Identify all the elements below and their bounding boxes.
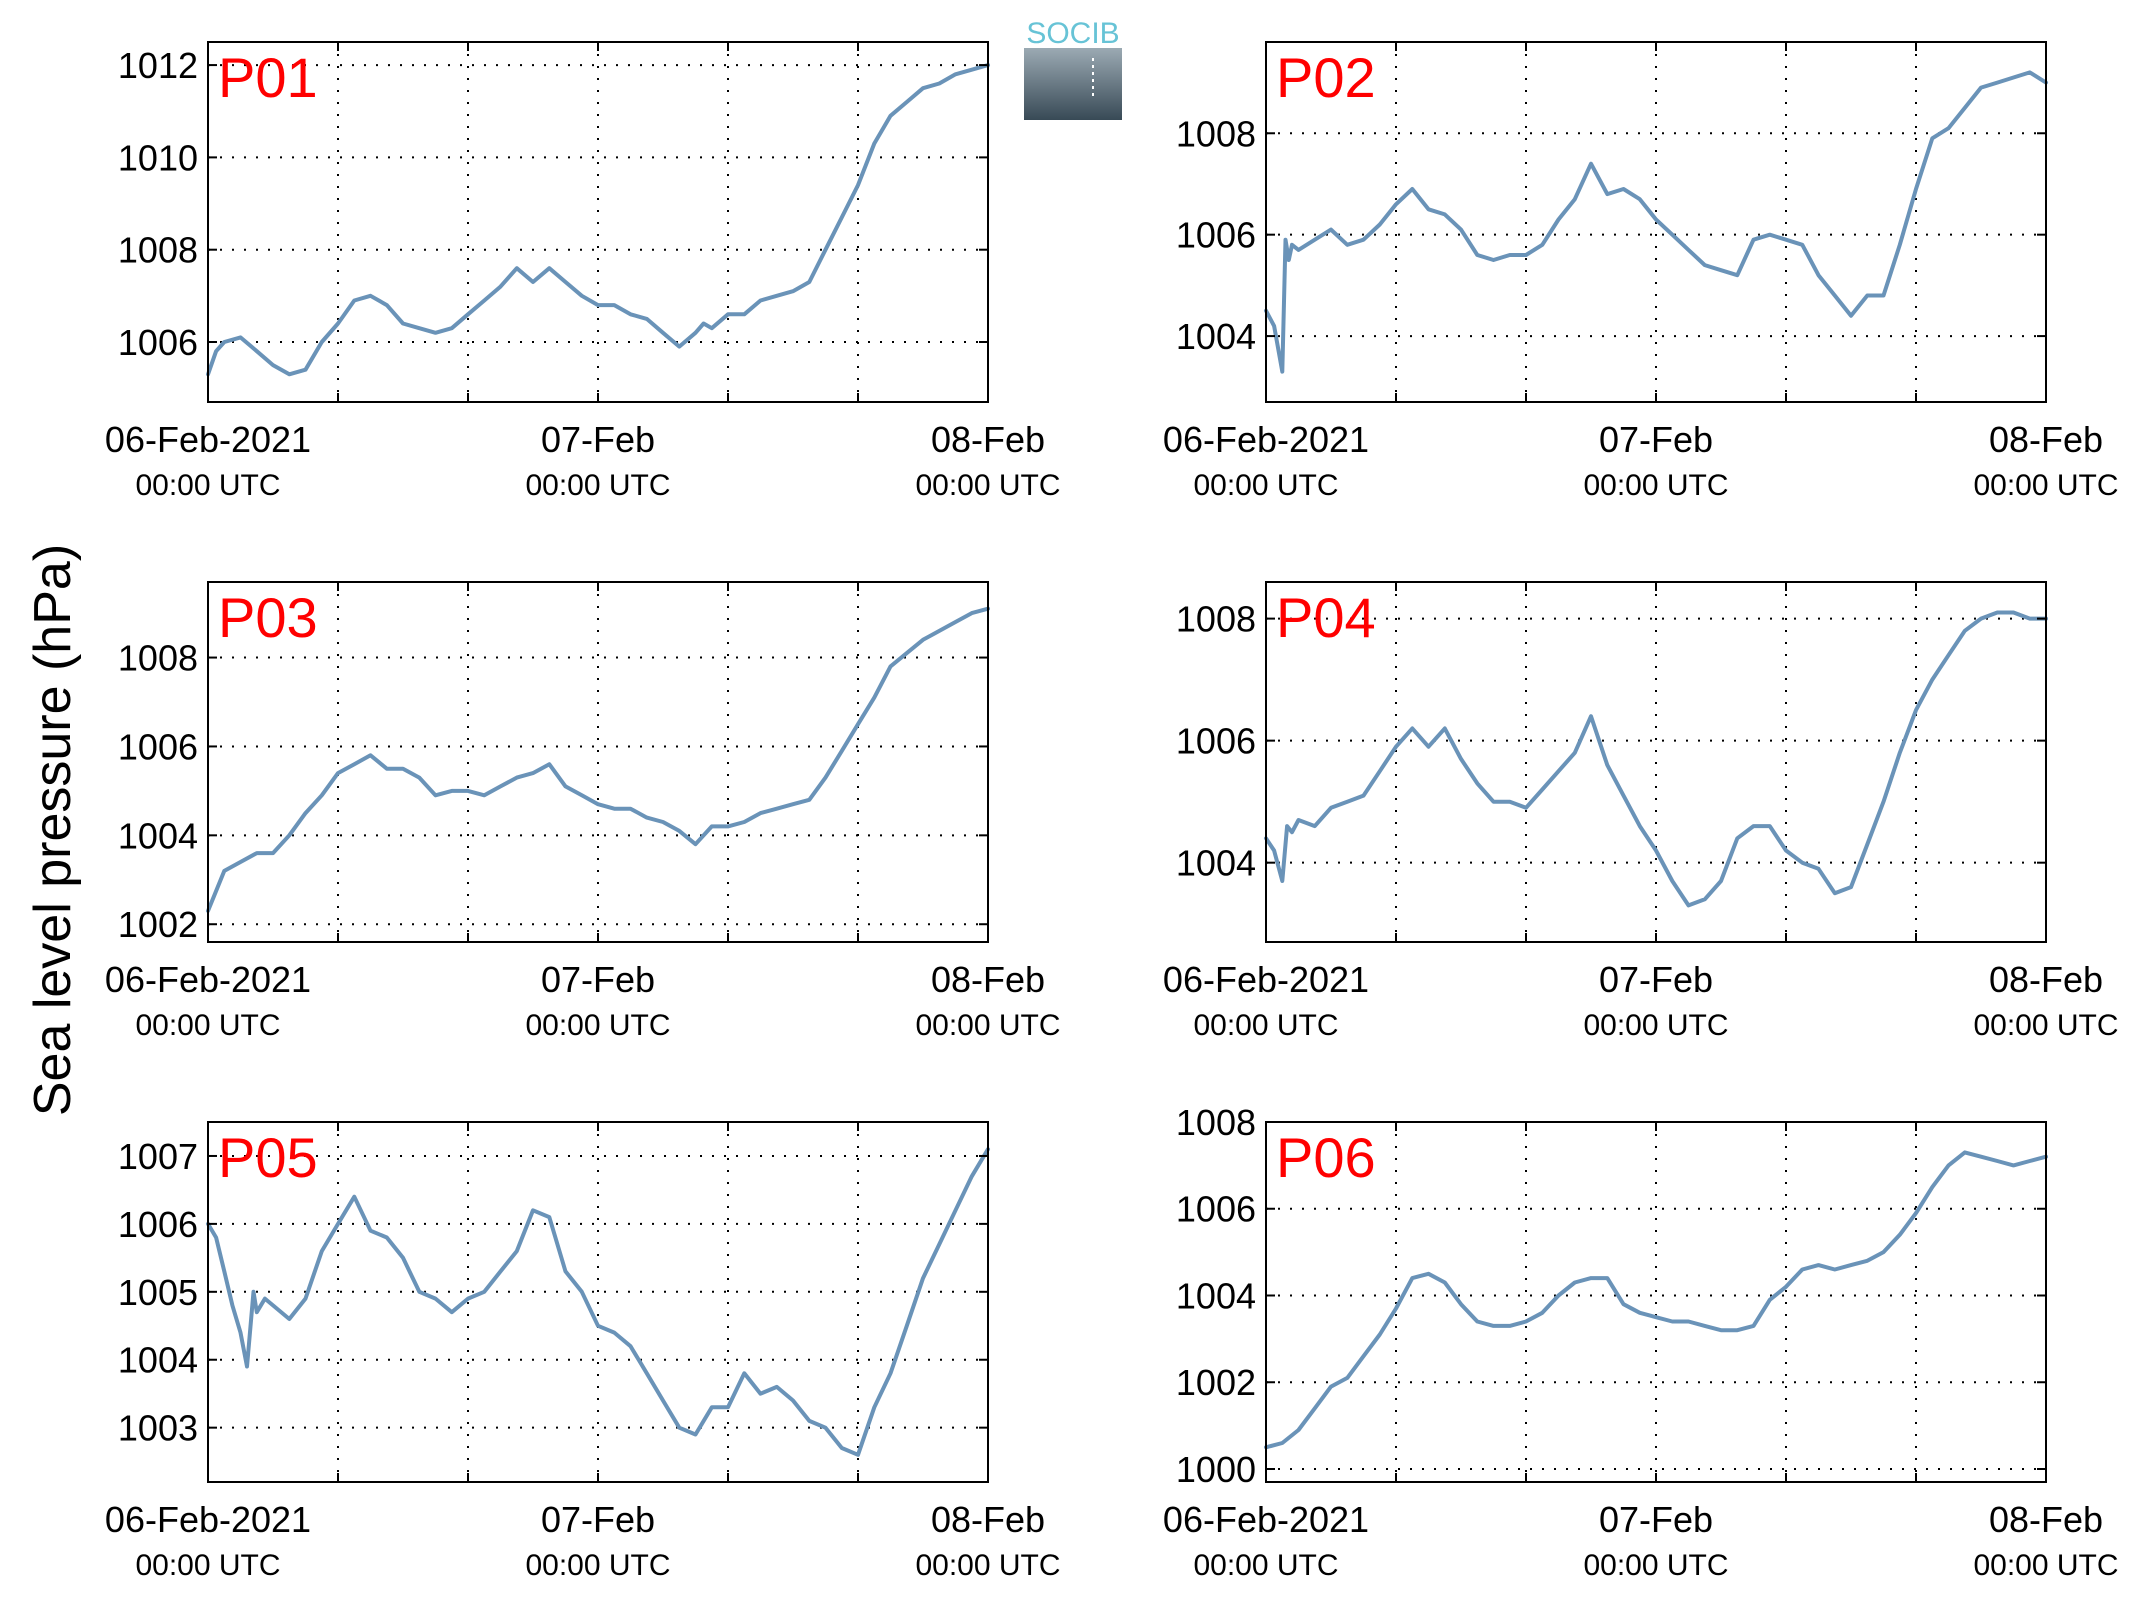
- y-tick-label: 1006: [118, 726, 198, 767]
- y-tick-label: 1012: [118, 45, 198, 86]
- x-tick-sublabel: 00:00 UTC: [135, 469, 280, 502]
- x-tick-sublabel: 00:00 UTC: [1583, 1009, 1728, 1042]
- y-tick-label: 1008: [1176, 1102, 1256, 1143]
- station-label-p01: P01: [218, 46, 318, 109]
- x-tick-sublabel: 00:00 UTC: [1583, 469, 1728, 502]
- pressure-line-p06: [1264, 1150, 2048, 1450]
- y-tick-label: 1010: [118, 137, 198, 178]
- x-tick-sublabel: 00:00 UTC: [1193, 1009, 1338, 1042]
- pressure-line-p02: [1264, 70, 2048, 374]
- station-label-p03: P03: [218, 586, 318, 649]
- y-axis-label: Sea level pressure (hPa): [24, 544, 82, 1116]
- x-tick-sublabel: 00:00 UTC: [135, 1549, 280, 1582]
- y-tick-label: 1006: [118, 1204, 198, 1245]
- y-tick-label: 1004: [1176, 1275, 1256, 1316]
- x-tick-label: 06-Feb-2021: [1163, 419, 1369, 460]
- socib-logo-icon: SOCIB: [1024, 14, 1122, 120]
- x-tick-label: 08-Feb: [931, 419, 1045, 460]
- y-tick-label: 1002: [1176, 1362, 1256, 1403]
- x-tick-label: 08-Feb: [1989, 1499, 2103, 1540]
- y-tick-label: 1005: [118, 1272, 198, 1313]
- y-tick-label: 1006: [1176, 1189, 1256, 1230]
- x-tick-sublabel: 00:00 UTC: [1583, 1549, 1728, 1582]
- x-tick-sublabel: 00:00 UTC: [525, 1549, 670, 1582]
- pressure-line-p04: [1264, 610, 2048, 908]
- x-tick-label: 07-Feb: [541, 959, 655, 1000]
- y-tick-label: 1002: [118, 904, 198, 945]
- x-tick-label: 07-Feb: [541, 419, 655, 460]
- y-tick-label: 1008: [118, 638, 198, 679]
- x-tick-sublabel: 00:00 UTC: [1193, 1549, 1338, 1582]
- panel-p05: 1003 1004 1005 1006 1007 06-Feb-2021 00:00 UTC…: [105, 1121, 1061, 1582]
- x-tick-label: 07-Feb: [1599, 419, 1713, 460]
- pressure-line-p01: [206, 63, 990, 377]
- x-tick-sublabel: 00:00 UTC: [915, 1549, 1060, 1582]
- panel-p04: 1004 1006 1008 06-Feb-2021 00:00 UTC 07-Feb 00…: [1163, 581, 2119, 1042]
- x-tick-label: 06-Feb-2021: [105, 419, 311, 460]
- y-tick-label: 1004: [118, 815, 198, 856]
- x-tick-label: 08-Feb: [1989, 419, 2103, 460]
- x-tick-sublabel: 00:00 UTC: [135, 1009, 280, 1042]
- x-tick-label: 06-Feb-2021: [1163, 1499, 1369, 1540]
- y-tick-label: 1008: [118, 230, 198, 271]
- y-tick-label: 1008: [1176, 113, 1256, 154]
- x-tick-label: 07-Feb: [1599, 959, 1713, 1000]
- panel-p01: 1006 1008 1010 1012 06-Feb-2021 00:00 UTC 07-F…: [105, 41, 1061, 502]
- x-tick-sublabel: 00:00 UTC: [1973, 1549, 2118, 1582]
- y-tick-label: 1006: [1176, 721, 1256, 762]
- logo-text: SOCIB: [1026, 17, 1119, 50]
- station-label-p05: P05: [218, 1126, 318, 1189]
- x-tick-sublabel: 00:00 UTC: [1193, 469, 1338, 502]
- x-tick-label: 08-Feb: [931, 1499, 1045, 1540]
- y-tick-label: 1003: [118, 1408, 198, 1449]
- y-tick-label: 1008: [1176, 599, 1256, 640]
- x-tick-label: 08-Feb: [931, 959, 1045, 1000]
- panel-p06: 1000 1002 1004 1006 1008 06-Feb-2021 00:00 UTC…: [1163, 1102, 2119, 1582]
- x-tick-label: 08-Feb: [1989, 959, 2103, 1000]
- y-tick-label: 1006: [1176, 215, 1256, 256]
- y-tick-label: 1007: [118, 1136, 198, 1177]
- x-tick-label: 06-Feb-2021: [105, 1499, 311, 1540]
- panel-p02: 1004 1006 1008 06-Feb-2021 00:00 UTC 07-Feb 00…: [1163, 41, 2119, 502]
- station-label-p04: P04: [1276, 586, 1376, 649]
- x-tick-sublabel: 00:00 UTC: [1973, 469, 2118, 502]
- x-tick-label: 07-Feb: [541, 1499, 655, 1540]
- y-tick-label: 1004: [1176, 843, 1256, 884]
- x-tick-sublabel: 00:00 UTC: [915, 469, 1060, 502]
- y-tick-label: 1004: [1176, 316, 1256, 357]
- y-tick-label: 1000: [1176, 1449, 1256, 1490]
- x-tick-sublabel: 00:00 UTC: [525, 1009, 670, 1042]
- station-label-p02: P02: [1276, 46, 1376, 109]
- x-tick-sublabel: 00:00 UTC: [525, 469, 670, 502]
- panel-p03: 1002 1004 1006 1008 06-Feb-2021 00:00 UTC 07-F…: [105, 581, 1061, 1042]
- x-tick-label: 06-Feb-2021: [105, 959, 311, 1000]
- x-tick-sublabel: 00:00 UTC: [915, 1009, 1060, 1042]
- y-tick-label: 1004: [118, 1340, 198, 1381]
- station-label-p06: P06: [1276, 1126, 1376, 1189]
- pressure-line-p03: [206, 606, 990, 913]
- x-tick-sublabel: 00:00 UTC: [1973, 1009, 2118, 1042]
- x-tick-label: 07-Feb: [1599, 1499, 1713, 1540]
- x-tick-label: 06-Feb-2021: [1163, 959, 1369, 1000]
- y-tick-label: 1006: [118, 322, 198, 363]
- pressure-line-p05: [206, 1147, 990, 1457]
